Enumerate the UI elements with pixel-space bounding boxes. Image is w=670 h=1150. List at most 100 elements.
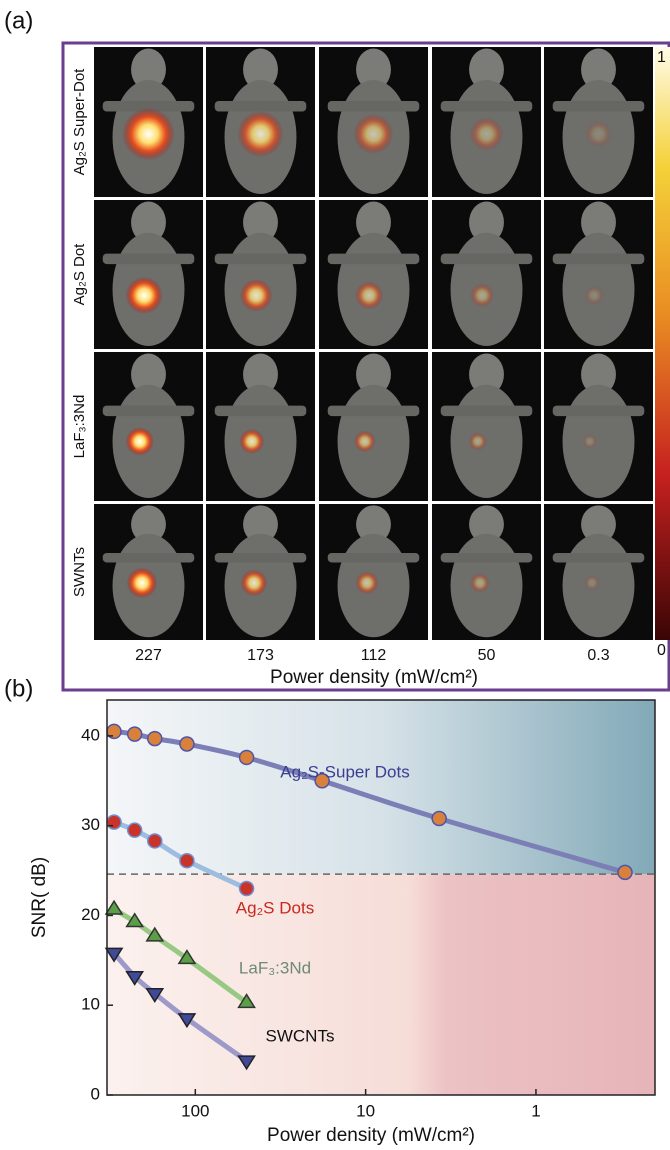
colorbar-tick-label: 1 [657,49,666,66]
signal-glow [122,107,175,161]
mouse-body [562,384,635,499]
signal-glow [125,427,154,456]
column-label: 227 [135,647,162,664]
mouse-arms [440,552,533,563]
mouse-head [243,48,278,91]
data-point [147,833,163,849]
mouse-arms [552,253,645,265]
data-point [179,852,195,869]
signal-glow [468,432,487,451]
mouse-image [544,47,653,197]
mouse-arms [102,101,195,112]
data-point [125,970,145,986]
mouse-arms [440,405,533,417]
data-point [238,880,255,897]
data-point [147,730,163,747]
signal-glow [582,434,598,449]
column-label: 0.3 [587,647,609,664]
mouse-head [131,201,166,244]
y-tick-label: 10 [81,995,100,1014]
row-label: SWNTs [71,547,88,597]
data-point [106,814,122,830]
y-tick-label: 30 [81,815,100,834]
mouse-head [469,48,504,91]
column-label: 173 [247,647,274,664]
data-point [179,736,195,752]
mouse-arms [327,101,420,112]
colorbar-tick-label: 0 [657,642,666,659]
mouse-image [94,200,203,349]
mouse-image [94,352,203,501]
mouse-image [206,504,315,640]
signal-glow [240,569,268,597]
mouse-head [581,505,616,544]
data-point [125,912,145,928]
mouse-arms [327,405,420,417]
mouse-image [432,47,541,197]
signal-glow [239,279,273,312]
series-annotation: Ag₂S Dots [236,898,314,917]
mouse-head [356,201,391,244]
signal-glow [355,281,384,310]
panel-label: (b) [4,675,33,702]
data-point [145,988,165,1003]
mouse-head [243,505,278,544]
mouse-arms [102,552,195,563]
mouse-head [356,48,391,91]
mouse-image [544,200,653,349]
mouse-arms [214,101,307,112]
signal-glow [239,428,265,454]
data-point [431,810,447,827]
mouse-head [469,201,504,244]
snr-chart: Ag₂S-Super Dots Ag₂S Dots LaF₃:3Nd SWCNTs 0 1… [29,699,656,1146]
y-axis-label: SNR( dB) [29,857,50,938]
mouse-head [581,353,616,396]
mouse-head [469,353,504,396]
signal-glow [125,276,163,314]
mouse-image [432,200,541,349]
mouse-image [432,352,541,501]
mouse-image [94,504,203,640]
mouse-arms [327,253,420,265]
signal-glow [469,117,504,151]
data-point [145,926,165,942]
column-label: 112 [361,647,387,664]
mouse-head [131,48,166,91]
data-point [104,947,124,963]
y-tick-label: 20 [81,905,100,924]
mouse-arms [102,405,195,417]
column-label: 50 [478,647,496,664]
mouse-arms [440,101,533,112]
y-tick-label: 0 [91,1084,100,1103]
signal-glow [355,571,379,595]
image-grid: Ag₂S Super-Dot Ag₂S Dot LaF₃:3Nd SWNTs 227 17… [71,47,670,688]
signal-glow [470,283,494,308]
mouse-head [131,353,166,396]
mouse-arms [552,405,645,417]
series-annotation: LaF₃:3Nd [239,958,311,977]
x-tick-label: 100 [181,1101,209,1120]
mouse-head [469,505,504,544]
mouse-head [581,201,616,244]
mouse-head [356,505,391,544]
data-point [177,949,197,965]
data-point [126,726,143,742]
colorbar [655,47,670,640]
signal-glow [354,430,376,453]
series-annotation: SWCNTs [266,1026,335,1045]
signal-glow [126,567,158,599]
mouse-image [319,47,428,197]
signal-glow [237,110,284,158]
mouse-arms [440,253,533,265]
mouse-image [206,352,315,501]
mouse-image [544,504,653,640]
mouse-head [131,505,166,544]
data-point [237,1055,256,1071]
signal-glow [584,285,604,305]
row-label: LaF₃:3Nd [71,395,88,459]
plot-frame [106,699,656,1096]
mouse-head [243,201,278,244]
high-snr-region [107,700,655,875]
x-tick-label: 10 [356,1101,375,1120]
